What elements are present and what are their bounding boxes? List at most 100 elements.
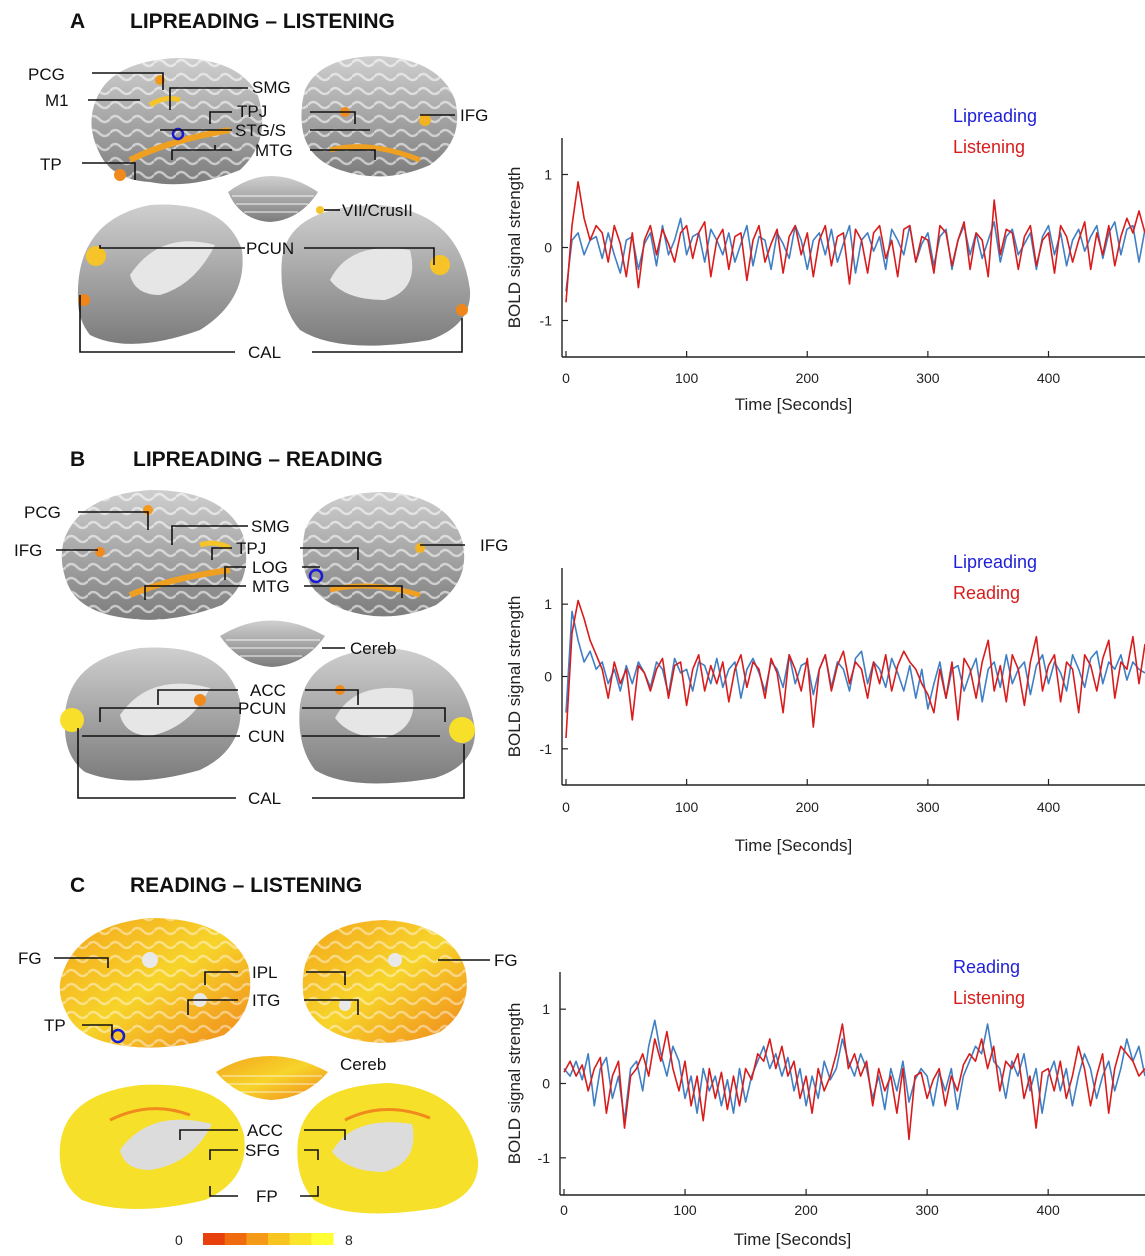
label-a-m1: M1 bbox=[45, 91, 69, 110]
label-b-ifg-left: IFG bbox=[14, 541, 42, 560]
label-b-pcun: PCUN bbox=[238, 699, 286, 718]
brain-b-left-medial bbox=[60, 647, 241, 781]
label-b-pcg: PCG bbox=[24, 503, 61, 522]
brain-a-left-medial bbox=[77, 204, 243, 344]
brain-a-left-lateral bbox=[91, 58, 263, 185]
label-b-acc: ACC bbox=[250, 681, 286, 700]
series-line-reading bbox=[565, 599, 1145, 739]
legend-entry-listening: Listening bbox=[953, 988, 1025, 1008]
x-axis-label: Time [Seconds] bbox=[735, 836, 852, 855]
brain-b-right-medial bbox=[299, 648, 476, 784]
x-tick-label: 100 bbox=[673, 1202, 697, 1218]
colorbar-swatch bbox=[311, 1233, 334, 1245]
x-tick-label: 0 bbox=[560, 1202, 568, 1218]
brain-a-right-lateral bbox=[301, 56, 458, 177]
label-a-cal: CAL bbox=[248, 343, 281, 362]
label-a-vii-crusii: VII/CrusII bbox=[342, 201, 413, 220]
brain-a-right-medial bbox=[281, 205, 471, 346]
label-c-fg-right: FG bbox=[494, 951, 518, 970]
colorbar-swatch bbox=[246, 1233, 269, 1245]
colorbar: 0 8 bbox=[175, 1232, 353, 1248]
y-tick-label: 0 bbox=[544, 240, 552, 256]
panel-b: B LIPREADING – READING bbox=[14, 448, 508, 808]
panel-b-title: LIPREADING – READING bbox=[133, 448, 383, 471]
panel-c-title: READING – LISTENING bbox=[130, 874, 362, 897]
y-tick-label: 0 bbox=[544, 669, 552, 685]
x-tick-label: 100 bbox=[675, 799, 699, 815]
label-a-ifg: IFG bbox=[460, 106, 488, 125]
label-b-tpj: TPJ bbox=[236, 539, 266, 558]
label-c-ipl: IPL bbox=[252, 963, 278, 982]
label-a-stgs: STG/S bbox=[235, 121, 286, 140]
label-c-fp: FP bbox=[256, 1187, 278, 1206]
legend-entry-lipreading: Lipreading bbox=[953, 106, 1037, 126]
colorbar-max-label: 8 bbox=[345, 1232, 353, 1248]
x-tick-label: 300 bbox=[916, 370, 940, 386]
y-tick-label: -1 bbox=[540, 313, 553, 329]
series-line-listening bbox=[565, 181, 1145, 303]
brain-b-left-lateral bbox=[61, 490, 247, 620]
label-c-itg: ITG bbox=[252, 991, 280, 1010]
series-line-lipreading bbox=[565, 610, 1145, 713]
label-c-acc: ACC bbox=[247, 1121, 283, 1140]
y-tick-label: 1 bbox=[544, 596, 552, 612]
label-b-smg: SMG bbox=[251, 517, 290, 536]
y-tick-label: -1 bbox=[540, 741, 553, 757]
chart-c: -1 0 1 0 100 200 300 400 Time [Seconds] BOLD sign… bbox=[505, 957, 1145, 1249]
label-a-tpj: TPJ bbox=[237, 102, 267, 121]
colorbar-swatch bbox=[289, 1233, 312, 1245]
colorbar-swatch bbox=[224, 1233, 247, 1245]
legend-entry-listening: Listening bbox=[953, 137, 1025, 157]
colorbar-swatch bbox=[268, 1233, 291, 1245]
brain-c-right-medial bbox=[297, 1083, 479, 1214]
brain-c-right-lateral bbox=[302, 920, 467, 1043]
brain-c-left-lateral bbox=[59, 918, 251, 1048]
leader-lines-b bbox=[56, 511, 465, 799]
y-axis-label: BOLD signal strength bbox=[505, 596, 524, 758]
y-tick-label: 0 bbox=[542, 1076, 550, 1092]
brain-b-right-lateral bbox=[302, 492, 465, 617]
label-b-mtg: MTG bbox=[252, 577, 290, 596]
cerebellum-c bbox=[216, 1056, 328, 1100]
x-axis-label: Time [Seconds] bbox=[735, 395, 852, 414]
brain-c-left-medial bbox=[59, 1084, 245, 1209]
series-line-reading bbox=[563, 1019, 1145, 1122]
legend-entry-reading: Reading bbox=[953, 957, 1020, 977]
cerebellum-a bbox=[228, 176, 324, 222]
label-b-cal: CAL bbox=[248, 789, 281, 808]
label-b-log: LOG bbox=[252, 558, 288, 577]
colorbar-min-label: 0 bbox=[175, 1232, 183, 1248]
panel-a-letter: A bbox=[70, 10, 85, 33]
x-tick-label: 400 bbox=[1037, 799, 1061, 815]
label-c-tp: TP bbox=[44, 1016, 66, 1035]
panel-b-letter: B bbox=[70, 448, 85, 471]
y-axis-label: BOLD signal strength bbox=[505, 167, 524, 329]
series-line-lipreading bbox=[565, 217, 1145, 292]
x-tick-label: 300 bbox=[916, 799, 940, 815]
x-axis-label: Time [Seconds] bbox=[734, 1230, 851, 1249]
y-tick-label: 1 bbox=[542, 1001, 550, 1017]
x-tick-label: 300 bbox=[915, 1202, 939, 1218]
leader-lines-c bbox=[54, 957, 490, 1197]
label-a-pcg: PCG bbox=[28, 65, 65, 84]
y-tick-label: 1 bbox=[544, 167, 552, 183]
x-tick-label: 200 bbox=[796, 370, 820, 386]
colorbar-swatch bbox=[203, 1233, 226, 1245]
legend-entry-reading: Reading bbox=[953, 583, 1020, 603]
panel-c-letter: C bbox=[70, 874, 85, 897]
label-b-cun: CUN bbox=[248, 727, 285, 746]
chart-a: -1 0 1 0 100 200 300 400 Time [Seconds] BOLD sign… bbox=[505, 106, 1145, 414]
label-c-cereb: Cereb bbox=[340, 1055, 386, 1074]
legend-entry-lipreading: Lipreading bbox=[953, 552, 1037, 572]
label-b-cereb: Cereb bbox=[350, 639, 396, 658]
y-axis-label: BOLD signal strength bbox=[505, 1003, 524, 1165]
x-tick-label: 400 bbox=[1037, 370, 1061, 386]
label-c-fg-left: FG bbox=[18, 949, 42, 968]
leader-lines-a bbox=[79, 72, 463, 353]
label-b-ifg-right: IFG bbox=[480, 536, 508, 555]
x-tick-label: 400 bbox=[1036, 1202, 1060, 1218]
label-a-tp: TP bbox=[40, 155, 62, 174]
x-tick-label: 0 bbox=[562, 799, 570, 815]
label-c-sfg: SFG bbox=[245, 1141, 280, 1160]
